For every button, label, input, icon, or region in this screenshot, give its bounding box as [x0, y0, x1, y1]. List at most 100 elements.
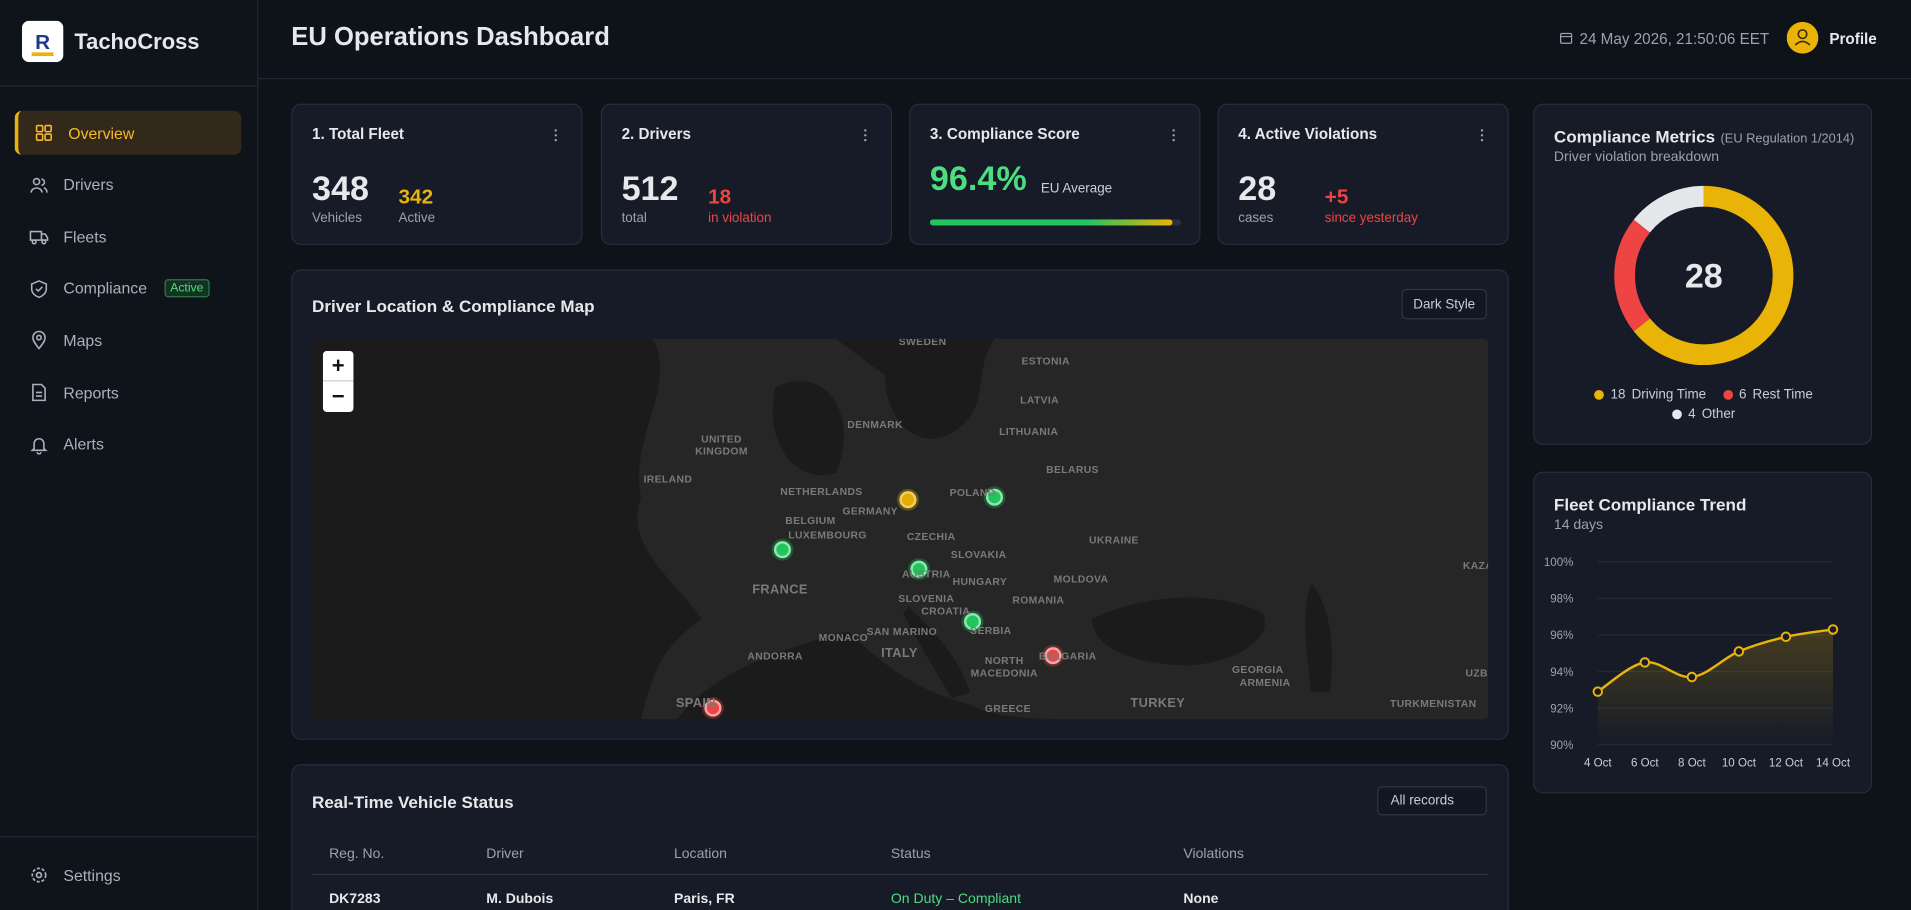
kpi-secondary-label: in violation	[708, 210, 772, 226]
progress-bar	[929, 219, 1172, 226]
nav-label: Maps	[63, 331, 103, 350]
kpi-unit: total	[621, 210, 647, 226]
kpi-menu[interactable]	[1478, 127, 1485, 144]
column-header: Driver	[486, 847, 524, 862]
avatar[interactable]	[1786, 21, 1819, 54]
kpi-value: 28	[1238, 169, 1277, 208]
legend-swatch	[1723, 390, 1733, 400]
kpi-menu[interactable]	[552, 127, 559, 144]
map-style-button[interactable]: Dark Style	[1401, 288, 1487, 320]
line-area	[1597, 629, 1833, 745]
profile[interactable]: Profile	[1829, 30, 1877, 48]
icon	[31, 867, 47, 883]
nav-item[interactable]: Fleets	[15, 215, 242, 259]
zoom-control: + −	[322, 351, 354, 412]
zoom-in[interactable]: +	[322, 351, 354, 382]
nav-icon	[35, 124, 52, 141]
compliance-card: Compliance Metrics (EU Regulation 1/2014…	[1533, 103, 1872, 445]
map-label: MOLDOVA	[1053, 572, 1109, 585]
map-label: ARMENIA	[1239, 676, 1291, 689]
map-label: GERMANY	[842, 504, 898, 517]
map-card: Driver Location & Compliance Map Dark St…	[291, 269, 1509, 740]
x-tick-label: 10 Oct	[1722, 758, 1757, 770]
y-tick-label: 94%	[1550, 667, 1573, 679]
nav-label: Compliance	[63, 279, 148, 298]
map-label: AUSTRIA	[901, 567, 951, 581]
kpi-title: 3. Compliance Score	[929, 125, 1080, 143]
nav-item[interactable]: Compliance Active	[15, 267, 242, 311]
trend-title: Fleet Compliance Trend	[1553, 494, 1747, 515]
table-cell: DK7283	[329, 892, 381, 907]
donut-chart: 28	[1614, 185, 1794, 365]
nav-label: Fleets	[63, 227, 107, 246]
settings-link[interactable]: Settings	[15, 853, 242, 897]
line-point	[1733, 646, 1745, 657]
map-label: UZBEKISTAN	[1465, 666, 1488, 679]
nav-item[interactable]: Alerts	[15, 422, 242, 466]
x-tick-label: 12 Oct	[1769, 758, 1804, 770]
map-label: GREECE	[984, 702, 1031, 715]
column-header: Location	[673, 847, 727, 862]
map-label: UNITED KINGDOM	[695, 432, 748, 458]
legend-label: Other	[1701, 407, 1736, 422]
x-tick-label: 8 Oct	[1678, 758, 1706, 770]
x-tick-label: 14 Oct	[1816, 758, 1851, 770]
nav-item[interactable]: Maps	[15, 319, 242, 363]
kpi-menu[interactable]	[1170, 127, 1177, 144]
kpi-menu[interactable]	[862, 127, 869, 144]
table-title: Real-Time Vehicle Status	[312, 792, 514, 812]
zoom-out[interactable]: −	[331, 383, 345, 409]
map-label: GEORGIA	[1232, 663, 1284, 676]
y-tick-label: 98%	[1550, 594, 1573, 606]
brand: TachoCross	[74, 29, 200, 54]
nav-label: Drivers	[63, 175, 114, 194]
donut-subtitle: Driver violation breakdown	[1553, 149, 1720, 165]
y-tick-label: 100%	[1544, 557, 1574, 569]
map-label: ANDORRA	[747, 649, 803, 662]
divider	[0, 836, 258, 838]
line-point	[1780, 631, 1792, 643]
header-rule	[312, 873, 1489, 876]
legend-item: 18 Driving Time	[1594, 388, 1706, 402]
kpi-card: 4. Active Violations 28 cases +5 since yeste…	[1217, 103, 1509, 245]
map-label: UKRAINE	[1089, 533, 1139, 546]
map-label: CROATIA	[921, 604, 971, 617]
map-title: Driver Location & Compliance Map	[312, 296, 595, 316]
kpi-value: 512	[621, 169, 679, 208]
map-label: SPAIN	[675, 695, 716, 711]
nav-item[interactable]: Overview	[14, 110, 242, 155]
map[interactable]: SWEDEN ESTONIA LATVIA DENMARK LITHUANIA UNITE…	[312, 338, 1489, 720]
donut-segment	[1614, 219, 1651, 332]
line-point	[1639, 657, 1651, 668]
map-label: CZECHIA	[906, 530, 956, 543]
column-header: Status	[890, 847, 931, 862]
map-label: HUNGARY	[952, 575, 1008, 588]
legend-item: 6 Rest Time	[1723, 387, 1813, 403]
nav-item[interactable]: Reports	[15, 371, 242, 415]
map-label: NETHERLANDS	[780, 485, 863, 498]
map-label: NORTH MACEDONIA	[970, 654, 1038, 679]
svg-text:R: R	[35, 31, 50, 54]
table-cell: None	[1183, 892, 1219, 907]
legend-value: 6	[1738, 387, 1747, 403]
donut-title: Compliance Metrics	[1553, 126, 1716, 147]
map-label: TURKMENISTAN	[1390, 697, 1477, 710]
logo: R	[21, 20, 64, 63]
map-label: FRANCE	[752, 582, 808, 598]
divider	[0, 85, 258, 87]
settings-label: Settings	[63, 865, 121, 885]
kpi-secondary-label: Active	[398, 210, 436, 226]
nav-item[interactable]: Drivers	[15, 163, 242, 207]
donut-segment	[1633, 185, 1794, 365]
map-label: ROMANIA	[1012, 593, 1065, 606]
nav-label: Overview	[68, 123, 135, 142]
kpi-value: 96.4%	[929, 159, 1027, 198]
page-title: EU Operations Dashboard	[291, 23, 610, 52]
map-label: LUXEMBOURG	[788, 528, 867, 542]
progress-track	[929, 219, 1181, 226]
datetime: 24 May 2026, 21:50:06 EET	[1579, 30, 1770, 48]
kpi-card: 2. Drivers 512 total 18 in violation	[600, 103, 893, 245]
legend-swatch	[1594, 390, 1605, 400]
table-cell: Paris, FR	[673, 892, 735, 907]
record-filter[interactable]: All records	[1377, 786, 1487, 816]
